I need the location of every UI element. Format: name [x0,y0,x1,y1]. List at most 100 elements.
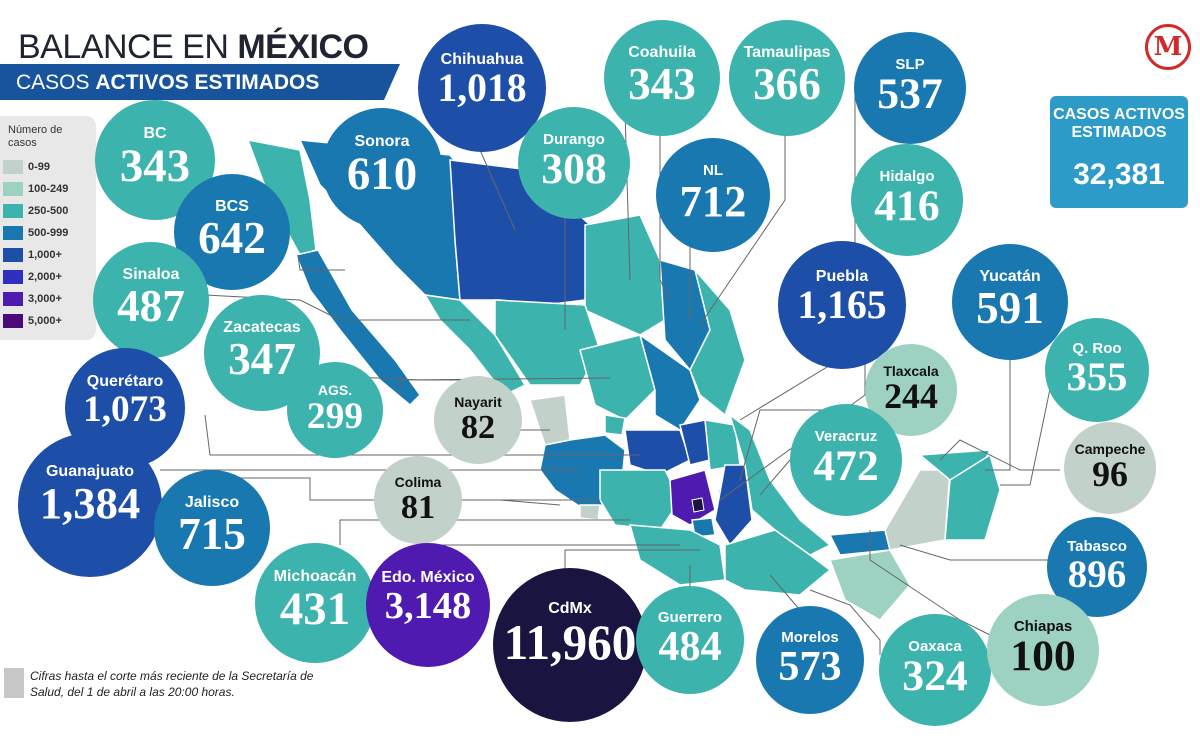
page-subtitle: CASOS ACTIVOS ESTIMADOS [16,71,320,94]
state-bubble: Colima 81 [374,456,462,544]
state-bubble: Guerrero 484 [636,586,744,694]
state-name: Oaxaca [908,637,962,655]
state-bubble: Tabasco 896 [1047,517,1147,617]
state-name: Tlaxcala [883,363,939,380]
legend-label: 250-500 [28,205,69,217]
state-value: 712 [679,175,747,226]
state-name: Durango [543,130,605,148]
legend-swatch [3,270,23,284]
state-bubble: Zacatecas 347 [204,295,320,411]
footnote-swatch [4,668,24,698]
state-value: 343 [119,140,191,193]
map-region-edomex [669,469,716,526]
map-region-colima [579,504,601,521]
legend-swatch [3,160,23,174]
state-value: 1,384 [39,478,141,529]
state-bubble: SLP 537 [854,32,966,144]
total-value: 32,381 [1073,158,1165,191]
state-name: Coahuila [628,44,696,62]
state-value: 591 [976,283,1044,334]
state-name: Tamaulipas [743,44,831,62]
state-name: Sinaloa [122,266,180,284]
state-name: Veracruz [814,427,878,445]
state-bubble: Chiapas 100 [987,594,1099,706]
page-title: BALANCE EN MÉXICO [18,28,369,66]
state-name: Puebla [815,267,869,285]
legend-item: 5,000+ [3,314,62,328]
state-bubble: Guanajuato 1,384 [18,433,162,577]
legend-label: 0-99 [28,161,51,173]
state-value: 299 [306,396,364,438]
legend-label: 1,000+ [28,249,62,261]
map-region-nayarit [529,394,571,446]
map-region-qroo [944,453,1001,541]
logo-letter: M [1153,32,1183,62]
state-value: 3,148 [384,585,472,628]
state-name: SLP [895,55,925,73]
total-box: CASOS ACTIVOS ESTIMADOS 32,381 [1050,96,1188,208]
state-bubble: Nayarit 82 [434,376,522,464]
map-region-ags [604,414,626,436]
state-name: Hidalgo [879,167,935,185]
state-bubble: Oaxaca 324 [879,614,991,726]
legend-item: 0-99 [3,160,50,174]
legend: Número de casos 0-99 100-249 250-500 500-99… [0,116,96,340]
map-region-chiapas [828,549,911,621]
state-name: Chiapas [1013,617,1073,635]
state-value: 487 [117,281,185,332]
state-bubble: Veracruz 472 [790,404,902,516]
legend-label: 500-999 [28,227,69,239]
legend-swatch [3,248,23,262]
state-bubble: Q. Roo 355 [1045,318,1149,422]
legend-title: Número de casos [8,124,63,149]
state-name: Guanajuato [45,463,134,481]
map-region-michoacan [599,469,681,531]
map-region-tamaulipas [689,269,746,417]
milenio-logo: M [1145,24,1191,70]
legend-swatch [3,292,23,306]
state-value: 537 [877,69,943,118]
state-bubble: Michoacán 431 [255,543,375,663]
map-region-zacatecas [579,334,656,421]
footnote: Cifras hasta el corte más reciente de la… [30,669,314,699]
legend-item: 100-249 [3,182,68,196]
legend-label: 3,000+ [28,293,62,305]
total-label: CASOS ACTIVOS ESTIMADOS [1053,106,1185,141]
legend-label: 100-249 [28,183,69,195]
state-value: 100 [1010,631,1076,680]
legend-item: 500-999 [3,226,68,240]
state-name: Morelos [781,628,839,646]
legend-label: 2,000+ [28,271,62,283]
legend-item: 1,000+ [3,248,62,262]
map-region-veracruz [728,413,832,556]
state-name: Tabasco [1067,538,1127,555]
state-value: 715 [178,509,246,560]
state-name: Michoacán [273,568,357,586]
legend-item: 250-500 [3,204,68,218]
state-value: 355 [1066,353,1128,399]
state-bubble: Campeche 96 [1064,422,1156,514]
state-value: 1,018 [437,65,527,110]
legend-swatch [3,204,23,218]
state-bubble: Chihuahua 1,018 [418,24,546,152]
legend-label: 5,000+ [28,315,62,327]
state-value: 324 [902,651,968,700]
state-bubble: Edo. México 3,148 [366,543,490,667]
state-value: 416 [874,181,940,230]
state-name: Q. Roo [1072,339,1122,357]
map-region-durango [494,299,601,386]
map-region-coahuila [584,214,666,336]
state-name: Nayarit [454,394,502,411]
state-name: AGS. [317,382,353,399]
state-value: 610 [346,148,418,201]
legend-swatch [3,226,23,240]
state-bubble: Sonora 610 [322,108,442,228]
state-bubble: Puebla 1,165 [778,241,906,369]
state-value: 1,165 [797,282,887,327]
state-name: Edo. México [381,569,475,587]
state-name: CdMx [548,600,592,618]
state-value: 96 [1092,454,1128,495]
state-value: 82 [460,408,496,447]
state-value: 366 [753,59,821,110]
map-region-oaxaca [724,529,832,596]
